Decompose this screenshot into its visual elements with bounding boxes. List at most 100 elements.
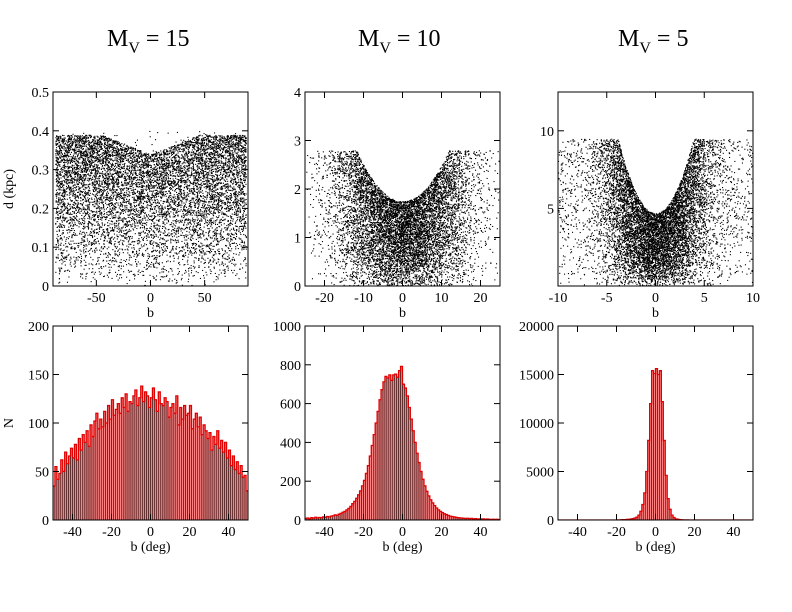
scatter-point — [171, 280, 173, 282]
scatter-point — [167, 219, 169, 221]
scatter-point — [133, 154, 135, 156]
scatter-point — [163, 183, 165, 185]
scatter-point — [146, 248, 148, 250]
scatter-point — [228, 152, 230, 154]
scatter-point — [72, 149, 74, 151]
scatter-point — [87, 207, 89, 209]
scatter-point — [182, 217, 184, 219]
scatter-point — [163, 149, 165, 151]
scatter-point — [85, 261, 87, 263]
scatter-point — [132, 180, 134, 182]
scatter-point — [87, 250, 89, 252]
scatter-point — [161, 247, 163, 249]
scatter-point — [93, 137, 95, 139]
scatter-point — [154, 185, 156, 187]
scatter-point — [128, 236, 130, 238]
scatter-point — [192, 160, 194, 162]
scatter-point — [216, 136, 218, 138]
scatter-point — [141, 224, 143, 226]
scatter-point — [202, 168, 204, 170]
scatter-point — [83, 170, 85, 172]
scatter-point — [159, 157, 161, 159]
scatter-point — [212, 168, 214, 170]
scatter-point — [198, 180, 200, 182]
scatter-point — [188, 167, 190, 169]
scatter-point — [223, 202, 225, 204]
scatter-point — [90, 142, 92, 144]
scatter-point — [225, 197, 227, 199]
scatter-point — [102, 190, 104, 192]
scatter-point — [86, 155, 88, 157]
scatter-point — [225, 140, 227, 142]
scatter-point — [163, 175, 165, 177]
scatter-point — [97, 168, 99, 170]
scatter-point — [109, 168, 111, 170]
scatter-point — [224, 164, 226, 166]
scatter-point — [120, 204, 122, 206]
scatter-point — [63, 244, 65, 246]
scatter-point — [169, 186, 171, 188]
scatter-point — [92, 189, 94, 191]
scatter-point — [213, 175, 215, 177]
scatter-point — [74, 266, 76, 268]
scatter-point — [205, 134, 207, 136]
scatter-point — [116, 140, 118, 142]
scatter-point — [93, 240, 95, 242]
scatter-point — [56, 201, 58, 203]
scatter-point — [168, 180, 170, 182]
scatter-point — [134, 147, 136, 149]
scatter-point — [110, 138, 112, 140]
scatter-point — [167, 180, 169, 182]
scatter-point — [239, 186, 241, 188]
scatter-point — [82, 177, 84, 179]
scatter-point — [75, 173, 77, 175]
scatter-point — [177, 161, 179, 163]
scatter-point — [180, 228, 182, 230]
scatter-point — [58, 198, 60, 200]
scatter-point — [144, 200, 146, 202]
scatter-point — [61, 140, 63, 142]
scatter-point — [205, 253, 207, 255]
scatter-point — [154, 199, 156, 201]
scatter-point — [241, 193, 243, 195]
scatter-point — [85, 213, 87, 215]
scatter-point — [71, 166, 73, 168]
scatter-point — [133, 219, 135, 221]
scatter-point — [234, 199, 236, 201]
scatter-point — [57, 181, 59, 183]
scatter-point — [122, 171, 124, 173]
scatter-point — [134, 233, 136, 235]
scatter-point — [101, 212, 103, 214]
scatter-point — [230, 206, 232, 208]
scatter-point — [152, 191, 154, 193]
scatter-point — [164, 269, 166, 271]
scatter-point — [166, 206, 168, 208]
scatter-point — [165, 270, 167, 272]
scatter-point — [186, 188, 188, 190]
scatter-point — [88, 159, 90, 161]
scatter-point — [243, 212, 245, 214]
scatter-point — [163, 246, 165, 248]
scatter-point — [192, 142, 194, 144]
scatter-point — [125, 176, 127, 178]
scatter-point — [231, 258, 233, 260]
scatter-point — [204, 177, 206, 179]
scatter-point — [181, 250, 183, 252]
scatter-point — [176, 171, 178, 173]
scatter-point — [241, 198, 243, 200]
scatter-point — [89, 141, 91, 143]
scatter-point — [145, 237, 147, 239]
scatter-point — [75, 144, 77, 146]
scatter-point — [211, 207, 213, 209]
scatter-point — [119, 212, 121, 214]
scatter-point — [138, 250, 140, 252]
scatter-point — [158, 153, 160, 155]
scatter-point — [85, 165, 87, 167]
scatter-point — [230, 232, 232, 234]
scatter-point — [154, 168, 156, 170]
scatter-point — [229, 164, 231, 166]
scatter-point — [123, 224, 125, 226]
scatter-point — [207, 183, 209, 185]
scatter-point — [153, 215, 155, 217]
scatter-point — [187, 234, 189, 236]
